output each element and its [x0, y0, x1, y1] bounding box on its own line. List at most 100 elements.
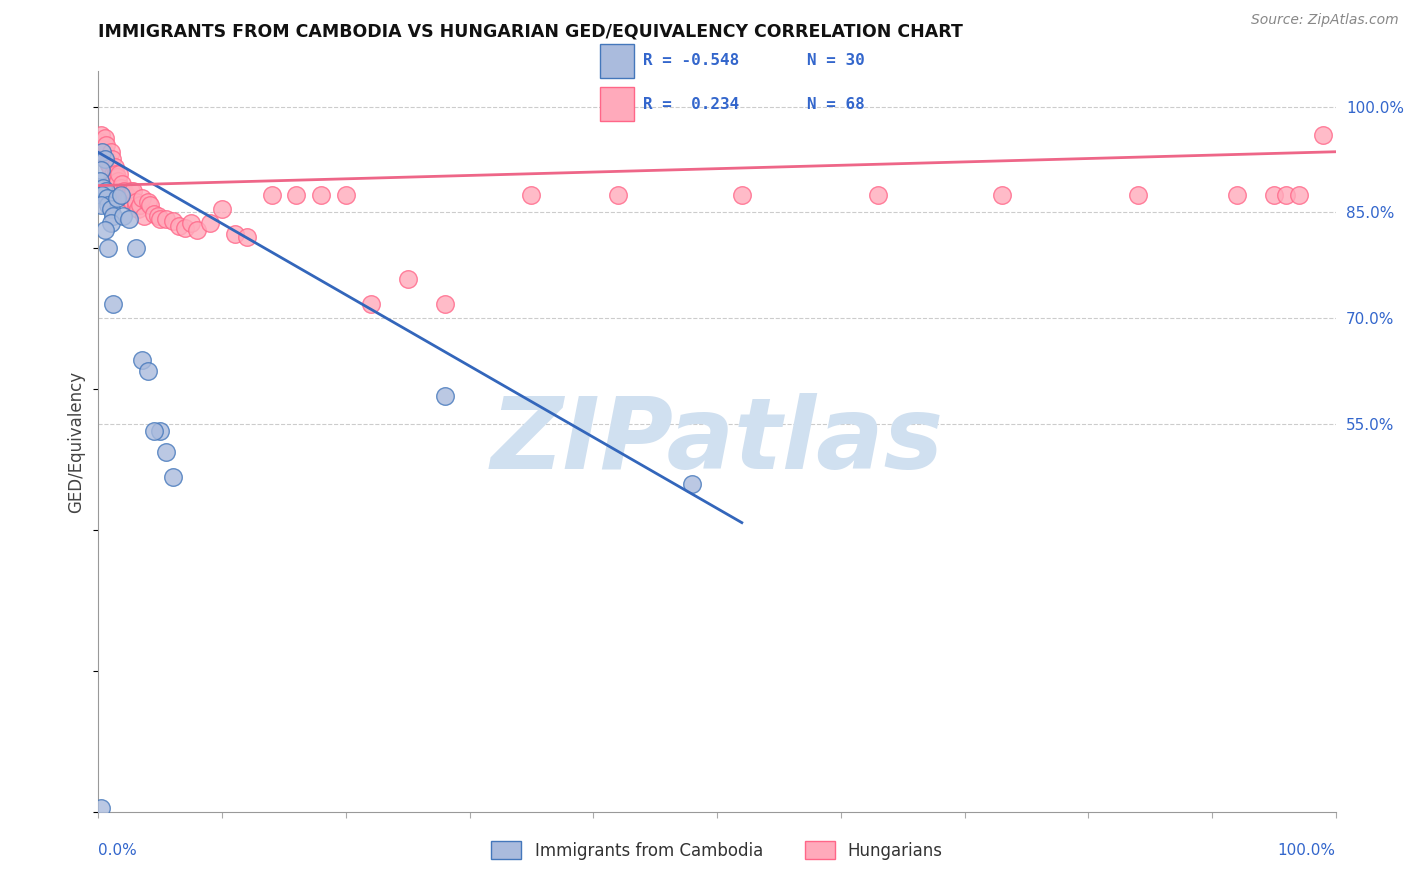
Bar	[600, 87, 634, 121]
Point	[104, 167, 127, 181]
Point	[101, 153, 124, 167]
Text: N = 68: N = 68	[807, 96, 865, 112]
Point	[396, 272, 419, 286]
Point	[91, 145, 114, 160]
Point	[236, 230, 259, 244]
Point	[134, 209, 156, 223]
Point	[111, 177, 134, 191]
Point	[122, 184, 145, 198]
Point	[93, 149, 115, 163]
Point	[681, 476, 703, 491]
Point	[124, 198, 146, 212]
Point	[112, 184, 135, 198]
Point	[990, 187, 1012, 202]
Point	[93, 145, 115, 160]
Point	[110, 187, 132, 202]
Point	[93, 153, 115, 167]
Point	[149, 424, 172, 438]
Point	[1312, 128, 1334, 142]
Point	[97, 156, 120, 170]
Point	[260, 187, 283, 202]
Point	[433, 389, 456, 403]
Point	[93, 223, 115, 237]
Point	[93, 131, 115, 145]
Y-axis label: GED/Equivalency: GED/Equivalency	[67, 370, 86, 513]
Point	[118, 212, 141, 227]
Point	[98, 160, 121, 174]
Point	[520, 187, 543, 202]
Point	[186, 223, 208, 237]
Point	[118, 191, 141, 205]
Point	[105, 170, 128, 185]
Point	[146, 209, 169, 223]
Point	[100, 216, 122, 230]
Point	[115, 191, 138, 205]
Text: R =  0.234: R = 0.234	[643, 96, 740, 112]
Point	[103, 209, 125, 223]
Point	[108, 167, 131, 181]
Point	[167, 219, 190, 234]
Point	[607, 187, 630, 202]
Point	[866, 187, 889, 202]
Point	[149, 212, 172, 227]
Point	[155, 212, 177, 227]
Point	[103, 160, 125, 174]
Legend: Immigrants from Cambodia, Hungarians: Immigrants from Cambodia, Hungarians	[485, 835, 949, 866]
Point	[143, 424, 166, 438]
Point	[1226, 187, 1249, 202]
Point	[143, 207, 166, 221]
Point	[91, 142, 114, 156]
Point	[107, 174, 129, 188]
Point	[96, 153, 118, 167]
Point	[136, 364, 159, 378]
Point	[97, 241, 120, 255]
Point	[90, 163, 112, 178]
Point	[114, 187, 136, 202]
Text: Source: ZipAtlas.com: Source: ZipAtlas.com	[1251, 13, 1399, 28]
Point	[103, 297, 125, 311]
Text: 0.0%: 0.0%	[98, 843, 138, 858]
Point	[162, 214, 184, 228]
Point	[433, 297, 456, 311]
Point	[224, 227, 246, 241]
Point	[100, 174, 122, 188]
Point	[100, 202, 122, 216]
Point	[100, 145, 122, 160]
Point	[1288, 187, 1310, 202]
Point	[112, 209, 135, 223]
Point	[174, 220, 197, 235]
Point	[121, 194, 143, 209]
Point	[1275, 187, 1298, 202]
Point	[360, 297, 382, 311]
Point	[110, 180, 132, 194]
Point	[211, 202, 233, 216]
Point	[94, 184, 117, 198]
Text: N = 30: N = 30	[807, 54, 865, 69]
Point	[136, 194, 159, 209]
Point	[285, 187, 308, 202]
Point	[124, 194, 146, 209]
Point	[335, 187, 357, 202]
Point	[131, 191, 153, 205]
Point	[309, 187, 332, 202]
Point	[139, 198, 162, 212]
Text: R = -0.548: R = -0.548	[643, 54, 740, 69]
Point	[131, 353, 153, 368]
Text: 100.0%: 100.0%	[1278, 843, 1336, 858]
Point	[180, 216, 202, 230]
Text: IMMIGRANTS FROM CAMBODIA VS HUNGARIAN GED/EQUIVALENCY CORRELATION CHART: IMMIGRANTS FROM CAMBODIA VS HUNGARIAN GE…	[98, 22, 963, 40]
Point	[103, 167, 125, 181]
Point	[198, 216, 221, 230]
Point	[90, 801, 112, 815]
Point	[1126, 187, 1149, 202]
Text: ZIPatlas: ZIPatlas	[491, 393, 943, 490]
Point	[90, 128, 112, 142]
Point	[96, 191, 118, 205]
Point	[162, 470, 184, 484]
Point	[1263, 187, 1285, 202]
Point	[112, 187, 135, 202]
Point	[120, 184, 142, 198]
Point	[89, 174, 111, 188]
Point	[89, 135, 111, 149]
Point	[124, 241, 146, 255]
